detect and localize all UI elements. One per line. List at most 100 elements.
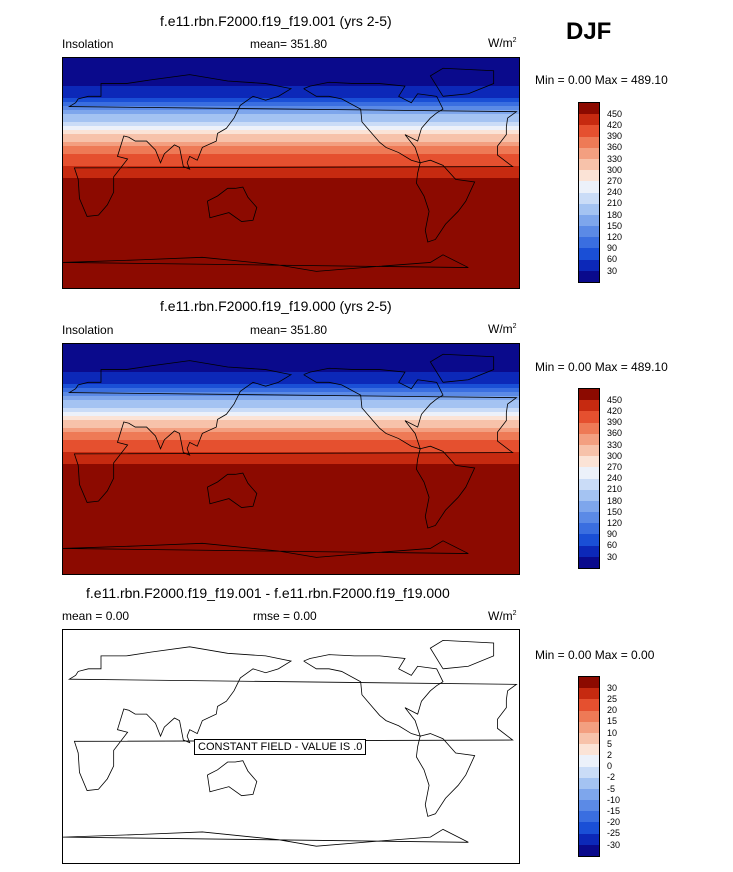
colorbar-tick-label: 150 [607, 506, 623, 517]
colorbar-tick-label: 150 [607, 220, 623, 231]
colorbar-swatch [579, 411, 599, 423]
insolation-band [63, 392, 519, 397]
colorbar-tick-label: 330 [607, 439, 623, 450]
insolation-band [63, 364, 519, 369]
coastline [429, 353, 495, 383]
colorbar-tick-label: 30 [607, 682, 618, 693]
insolation-band [63, 404, 519, 409]
insolation-band [63, 138, 519, 143]
insolation-band [63, 254, 519, 259]
colorbar-swatch [579, 545, 599, 557]
colorbar-tick-label: 390 [607, 131, 623, 142]
panel2-mean-label: mean= 351.80 [250, 323, 328, 337]
colorbar-swatch [579, 732, 599, 745]
insolation-band [63, 210, 519, 215]
insolation-band [63, 396, 519, 401]
insolation-band [63, 106, 519, 111]
colorbar-swatch [579, 433, 599, 445]
panel3-units-label: W/m2 [488, 609, 517, 623]
insolation-band [63, 400, 519, 405]
coastline [415, 733, 476, 817]
colorbar-tick-label: 180 [607, 495, 623, 506]
coastline [303, 367, 444, 450]
insolation-band [63, 194, 519, 199]
colorbar-tick-label: 15 [607, 716, 618, 727]
panel2-title: f.e11.rbn.F2000.f19_f19.000 (yrs 2-5) [160, 298, 392, 314]
insolation-band [63, 150, 519, 155]
colorbar-swatch [579, 833, 599, 845]
insolation-band [63, 270, 519, 275]
colorbar-tick-label: 180 [607, 209, 623, 220]
panel1-units-label: W/m2 [488, 36, 517, 50]
insolation-band [63, 500, 519, 505]
insolation-band [63, 348, 519, 353]
insolation-band [63, 190, 519, 195]
insolation-band [63, 380, 519, 385]
colorbar-swatch [579, 237, 599, 249]
insolation-band [63, 344, 519, 349]
insolation-band [63, 166, 519, 171]
insolation-band [63, 352, 519, 357]
insolation-band [63, 420, 519, 425]
colorbar-tick-label: 20 [607, 705, 618, 716]
colorbar-tick-label: 240 [607, 473, 623, 484]
colorbar-tick-label: 210 [607, 484, 623, 495]
colorbar-tick-label: 300 [607, 450, 623, 461]
insolation-band [63, 74, 519, 79]
insolation-band [63, 274, 519, 279]
coastline [63, 254, 469, 272]
insolation-band [63, 428, 519, 433]
panel1-mean-label: mean= 351.80 [250, 37, 328, 51]
colorbar-tick-label: 25 [607, 693, 618, 704]
insolation-band [63, 496, 519, 501]
insolation-band [63, 472, 519, 477]
coastline [429, 639, 495, 670]
insolation-band [63, 540, 519, 545]
colorbar-swatch [579, 800, 599, 812]
coastline [429, 67, 495, 97]
colorbar [578, 676, 600, 857]
insolation-band [63, 266, 519, 271]
colorbar-swatch [579, 677, 599, 689]
insolation-band [63, 154, 519, 159]
colorbar-tick-label: 390 [607, 417, 623, 428]
colorbar-swatch [579, 512, 599, 524]
colorbar-tick-label: 420 [607, 119, 623, 130]
colorbar-swatch [579, 422, 599, 434]
insolation-band [63, 206, 519, 211]
insolation-band [63, 544, 519, 549]
coastline [415, 445, 476, 529]
insolation-band [63, 444, 519, 449]
insolation-band [63, 460, 519, 465]
colorbar-swatch [579, 389, 599, 401]
colorbar-tick-label: -15 [607, 805, 621, 816]
insolation-band [63, 58, 519, 63]
insolation-band [63, 536, 519, 541]
insolation-band [63, 250, 519, 255]
coastline [63, 828, 469, 847]
insolation-band [63, 70, 519, 75]
colorbar-tick-label: 2 [607, 749, 613, 760]
insolation-band [63, 508, 519, 513]
colorbar-swatch [579, 136, 599, 148]
insolation-band [63, 408, 519, 413]
insolation-band [63, 130, 519, 135]
insolation-band [63, 278, 519, 283]
colorbar-swatch [579, 147, 599, 159]
insolation-band [63, 282, 519, 287]
colorbar-tick-label: -5 [607, 783, 616, 794]
insolation-band [63, 178, 519, 183]
insolation-band [63, 134, 519, 139]
colorbar-swatch [579, 688, 599, 700]
insolation-band [63, 146, 519, 151]
colorbar-tick-label: 120 [607, 517, 623, 528]
colorbar-swatch [579, 226, 599, 238]
colorbar-swatch [579, 755, 599, 767]
insolation-band [63, 126, 519, 131]
insolation-band [63, 572, 519, 574]
insolation-band [63, 412, 519, 417]
insolation-band [63, 214, 519, 219]
insolation-band [63, 512, 519, 517]
insolation-band [63, 464, 519, 469]
colorbar-tick-label: 90 [607, 243, 618, 254]
